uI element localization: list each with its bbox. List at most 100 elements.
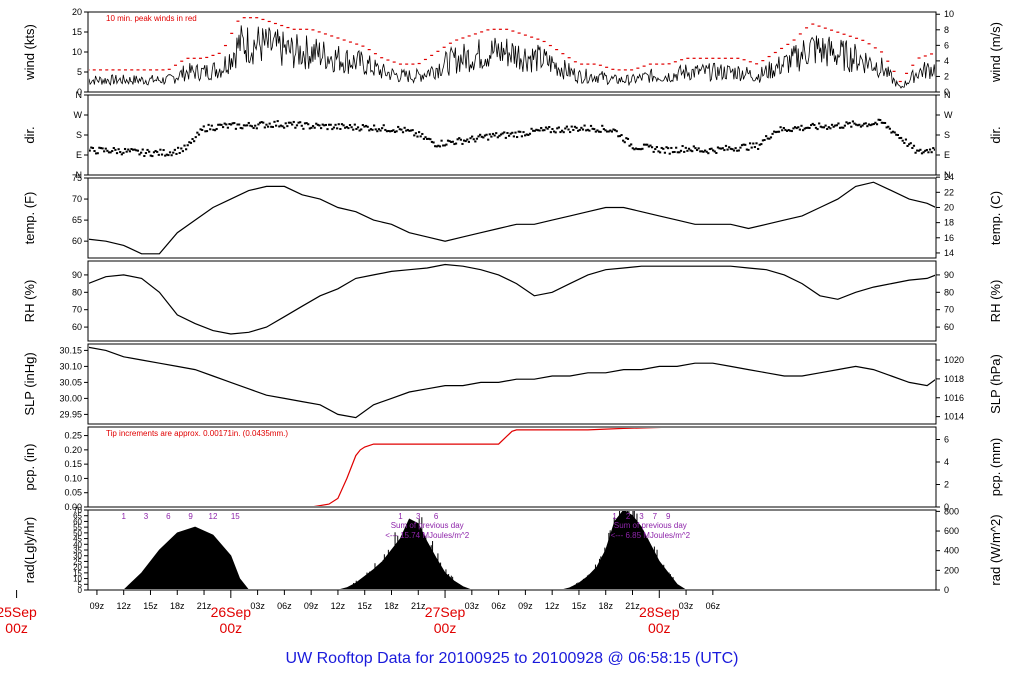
direction-point [736,149,739,152]
direction-point [339,127,342,130]
left-tick-label: 5 [78,580,83,589]
time-tick-label: 18z [384,601,399,611]
direction-point [461,142,464,145]
direction-point [686,149,689,152]
direction-point [527,133,530,136]
direction-point [469,137,472,140]
peak-wind-mark [192,57,196,59]
direction-point [213,129,217,132]
right-tick-label: 8 [944,25,949,35]
direction-point [858,123,861,126]
hour-mark-label: 9 [666,512,671,521]
direction-point [498,134,501,137]
peak-wind-mark [361,45,365,47]
direction-point [379,129,382,132]
direction-point [504,136,507,139]
peak-wind-mark [148,69,152,71]
right-tick-label: 4 [944,457,949,467]
peak-wind-mark [273,22,277,25]
direction-point [808,126,811,129]
direction-point [360,128,363,131]
direction-point [114,148,117,151]
direction-point [401,131,405,134]
hour-mark-label: 12 [209,512,218,521]
peak-wind-mark [123,69,127,71]
peak-wind-mark [623,69,627,71]
direction-point [117,148,120,151]
plot-area [89,263,935,335]
direction-point [438,145,442,148]
direction-point [853,122,856,125]
direction-point [376,130,379,133]
direction-point [326,128,329,131]
peak-wind-mark [742,59,746,61]
peak-wind-mark [330,35,334,37]
peak-wind-mark [736,57,740,59]
left-tick-label: 70 [72,194,82,204]
direction-point [900,136,903,139]
direction-point [906,144,909,147]
direction-point [175,152,178,155]
direction-point [197,133,201,136]
peak-wind-mark [542,40,546,43]
peak-wind-mark [255,17,259,19]
direction-point [271,125,274,128]
right-tick-label: 0 [944,585,949,595]
direction-point [424,136,427,139]
direction-point [800,124,803,127]
direction-point [403,126,406,129]
left-axis-title: wind (kts) [22,24,37,81]
direction-point [506,131,509,134]
right-axis-title: pcp. (mm) [988,438,1003,497]
right-tick-label: 600 [944,526,959,536]
direction-point [715,151,718,154]
radiation-area [124,511,686,589]
direction-point [345,125,348,128]
direction-point [642,143,646,146]
direction-point [183,144,186,147]
direction-point [178,151,181,154]
direction-point [633,148,636,151]
panel-pcp: 0.00 0.05 0.10 0.15 0.20 0.25 0 2 4 6 pcp. (in) pcp… [22,426,1003,512]
direction-point [792,127,795,130]
peak-wind-mark [592,63,596,65]
direction-point [543,129,546,132]
right-tick-label: W [944,110,953,120]
left-tick-label: 0.05 [64,488,82,498]
direction-point [393,131,397,134]
direction-point [287,121,291,124]
direction-point [605,130,609,133]
left-axis-title: temp. (F) [22,192,37,245]
right-tick-label: S [944,130,950,140]
direction-point [652,150,655,153]
peak-wind-mark [598,64,602,66]
left-tick-label: 10 [72,47,82,57]
time-tick-label: 21z [197,601,212,611]
panel-frame [87,343,937,425]
left-tick-label: 0.20 [64,445,82,455]
direction-point [681,145,684,148]
right-tick-label: N [944,170,951,180]
direction-point [580,126,583,129]
direction-point [254,124,257,127]
peak-wind-mark [892,70,896,72]
peak-wind-mark [242,17,246,19]
peak-wind-mark [336,37,340,39]
direction-point [594,130,597,133]
left-tick-label: 80 [72,287,82,297]
direction-point [207,123,210,126]
direction-point [471,135,474,138]
direction-point [678,151,681,154]
direction-point [260,121,263,124]
direction-point [625,137,628,140]
direction-point [225,123,228,126]
direction-point [475,137,479,140]
direction-point [395,130,398,133]
direction-point [779,126,782,129]
direction-point [544,126,548,129]
direction-point [286,125,289,128]
direction-point [318,124,321,127]
panel-annotation: Tip increments are approx. 0.00171in. (0… [106,429,288,438]
direction-point [250,125,254,128]
direction-point [499,133,503,136]
